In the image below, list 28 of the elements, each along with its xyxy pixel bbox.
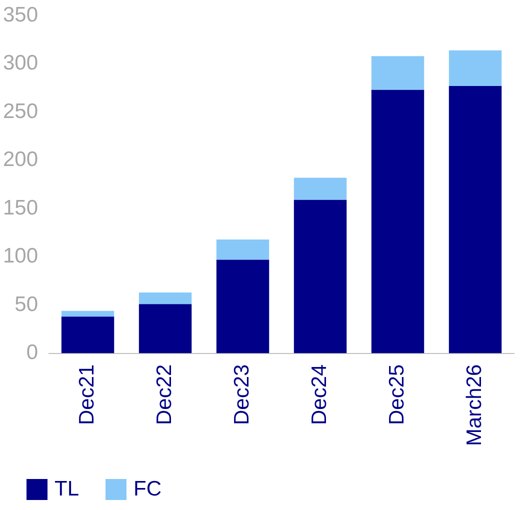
x-tick-label: March26 — [463, 364, 486, 446]
bar — [294, 200, 347, 354]
y-tick-label: 150 — [2, 196, 38, 220]
x-tick-label: Dec22 — [153, 364, 176, 425]
x-tick-label: Dec21 — [76, 364, 99, 425]
x-tick-label: Dec25 — [386, 364, 409, 425]
legend-label: FC — [134, 477, 162, 500]
bar — [216, 239, 270, 260]
y-tick-label: 350 — [2, 3, 38, 26]
y-tick-label: 250 — [2, 100, 38, 123]
x-tick-label: Dec23 — [230, 364, 254, 425]
y-tick-label: 0 — [26, 341, 38, 364]
y-tick-label: 100 — [2, 244, 38, 268]
bar — [61, 316, 114, 354]
bar — [138, 304, 192, 354]
bar — [371, 90, 424, 354]
legend-label: TL — [54, 477, 80, 500]
bar — [294, 178, 347, 200]
bar — [138, 292, 192, 304]
y-tick-label: 300 — [2, 52, 38, 75]
bar — [371, 56, 424, 90]
bar — [448, 50, 502, 86]
bar — [216, 260, 270, 354]
bar — [448, 86, 502, 354]
x-tick-label: Dec24 — [308, 364, 332, 425]
bar — [61, 310, 114, 317]
y-tick-label: 200 — [2, 148, 38, 172]
y-tick-label: 50 — [14, 292, 38, 316]
